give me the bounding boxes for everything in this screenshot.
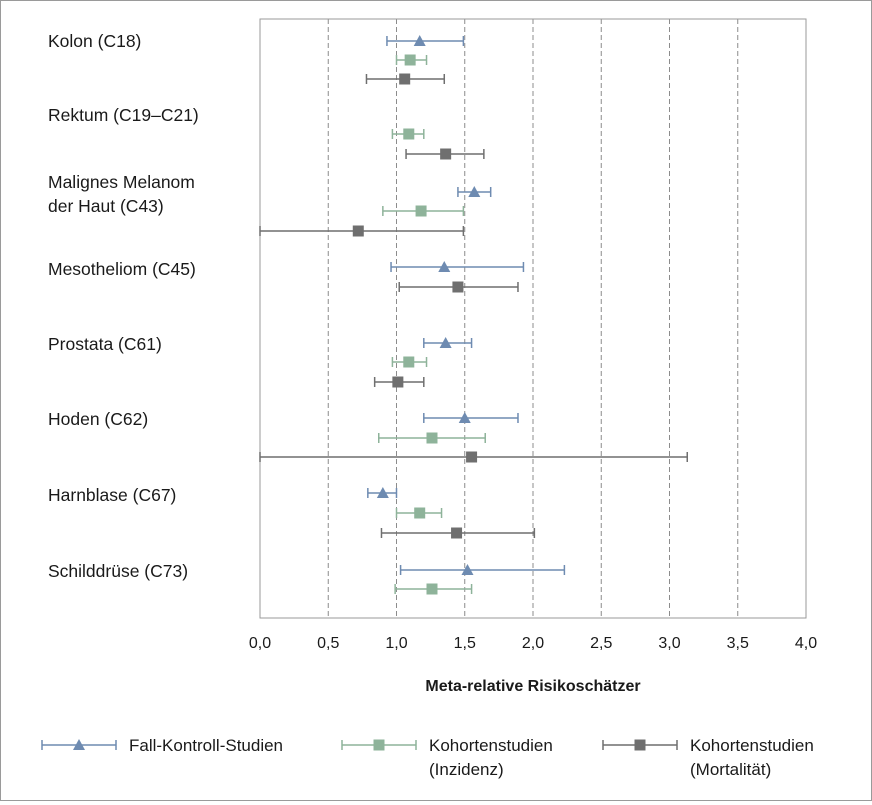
ci-case-control (399, 564, 566, 575)
ci-cohort-mortality (380, 527, 536, 539)
point-estimate-marker (413, 35, 426, 46)
grid-lines (327, 19, 739, 618)
ci-case-control (423, 412, 519, 423)
point-estimate-marker (440, 148, 452, 160)
data-marks (259, 35, 688, 595)
point-estimate-marker (352, 225, 364, 237)
ci-cohort-mortality (365, 73, 446, 85)
legend-label-line2: (Inzidenz) (429, 760, 504, 779)
x-tick-label: 2,0 (522, 635, 544, 652)
ci-cohort-incidence (378, 432, 486, 444)
category-label: Kolon (C18) (48, 31, 141, 51)
point-estimate-marker (403, 128, 415, 140)
plot-area-border (259, 18, 807, 619)
point-estimate-marker (461, 564, 474, 575)
point-estimate-marker (414, 507, 426, 519)
legend-label: Fall-Kontroll-Studien (129, 736, 283, 755)
point-estimate-marker (451, 527, 463, 539)
x-tick-label: 3,5 (727, 635, 749, 652)
point-estimate-marker (439, 337, 452, 348)
point-estimate-marker (376, 487, 389, 498)
legend-label-line2: (Mortalität) (690, 760, 771, 779)
x-tick-labels: 0,0 0,5 1,0 1,5 2,0 2,5 3,0 3,5 4,0 (249, 635, 817, 652)
x-tick-label: 2,5 (590, 635, 612, 652)
point-estimate-marker (426, 583, 438, 595)
ci-cohort-mortality (373, 376, 425, 388)
ci-cohort-mortality (259, 451, 688, 463)
point-estimate-marker (404, 54, 416, 66)
legend-item-case-control: Fall-Kontroll-Studien (41, 736, 283, 755)
legend-label: Kohortenstudien (429, 736, 553, 755)
point-estimate-marker (452, 281, 464, 293)
category-label: Hoden (C62) (48, 409, 148, 429)
ci-case-control (423, 337, 473, 348)
ci-cohort-incidence (382, 205, 465, 217)
point-estimate-marker (438, 261, 451, 272)
point-estimate-marker (426, 432, 438, 444)
ci-cohort-incidence (395, 54, 428, 66)
x-tick-label: 0,5 (317, 635, 339, 652)
ci-cohort-mortality (405, 148, 485, 160)
legend: Fall-Kontroll-Studien Kohortenstudien (Inz… (41, 736, 814, 779)
category-label: Mesotheliom (C45) (48, 259, 196, 279)
legend-marker (634, 739, 646, 751)
ci-cohort-mortality (398, 281, 519, 293)
ci-case-control (457, 186, 492, 197)
point-estimate-marker (466, 451, 478, 463)
point-estimate-marker (399, 73, 411, 85)
ci-case-control (390, 261, 525, 272)
category-label: Prostata (C61) (48, 334, 162, 354)
ci-case-control (367, 487, 398, 498)
x-tick-label: 4,0 (795, 635, 817, 652)
ci-cohort-incidence (394, 583, 473, 595)
legend-item-cohort-incidence: Kohortenstudien (Inzidenz) (341, 736, 553, 779)
x-tick-label: 1,0 (385, 635, 407, 652)
category-label: Malignes Melanom (48, 172, 195, 192)
ci-case-control (386, 35, 465, 46)
category-label: Harnblase (C67) (48, 485, 176, 505)
point-estimate-marker (468, 186, 481, 197)
x-tick-label: 1,5 (454, 635, 476, 652)
ci-cohort-incidence (391, 128, 425, 140)
x-tick-label: 0,0 (249, 635, 271, 652)
ci-cohort-incidence (391, 356, 428, 368)
legend-label: Kohortenstudien (690, 736, 814, 755)
point-estimate-marker (415, 205, 427, 217)
x-tick-label: 3,0 (658, 635, 680, 652)
category-label: Rektum (C19–C21) (48, 105, 199, 125)
x-axis-label: Meta-relative Risikoschätzer (425, 678, 640, 695)
ci-cohort-incidence (395, 507, 443, 519)
legend-marker (373, 739, 385, 751)
point-estimate-marker (458, 412, 471, 423)
ci-cohort-mortality (259, 225, 465, 237)
category-labels: Kolon (C18) Rektum (C19–C21) Malignes Mela… (48, 31, 199, 581)
legend-item-cohort-mortality: Kohortenstudien (Mortalität) (602, 736, 814, 779)
point-estimate-marker (403, 356, 415, 368)
point-estimate-marker (392, 376, 404, 388)
category-label: der Haut (C43) (48, 196, 164, 216)
legend-marker (73, 739, 85, 750)
category-label: Schilddrüse (C73) (48, 561, 188, 581)
